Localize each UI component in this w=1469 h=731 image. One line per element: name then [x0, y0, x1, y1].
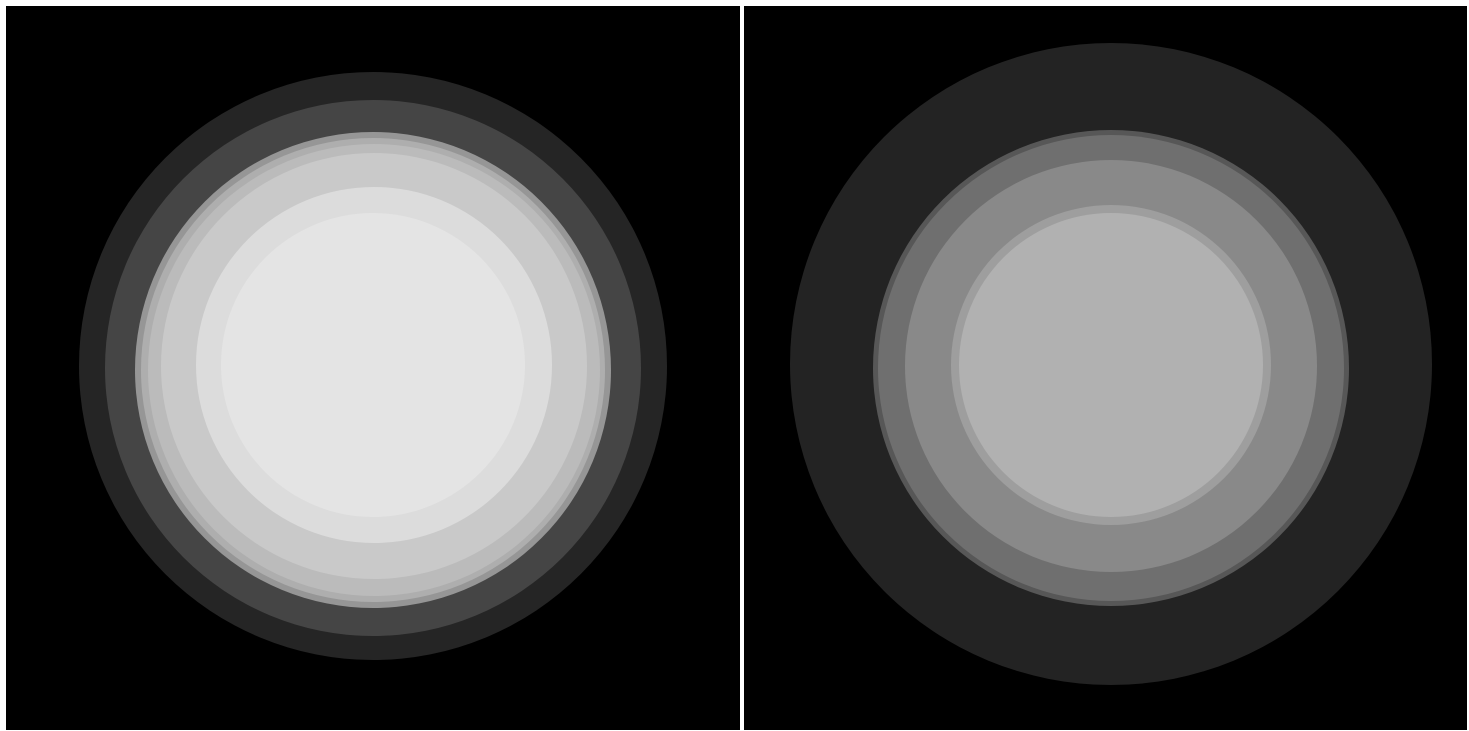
panel-divider — [740, 6, 744, 730]
right-circles-graphic — [790, 43, 1432, 685]
right-ring-6 — [959, 213, 1263, 517]
right-panel — [744, 6, 1467, 730]
left-circles-graphic — [79, 72, 667, 660]
left-panel — [6, 6, 740, 730]
left-ring-8 — [221, 213, 525, 517]
